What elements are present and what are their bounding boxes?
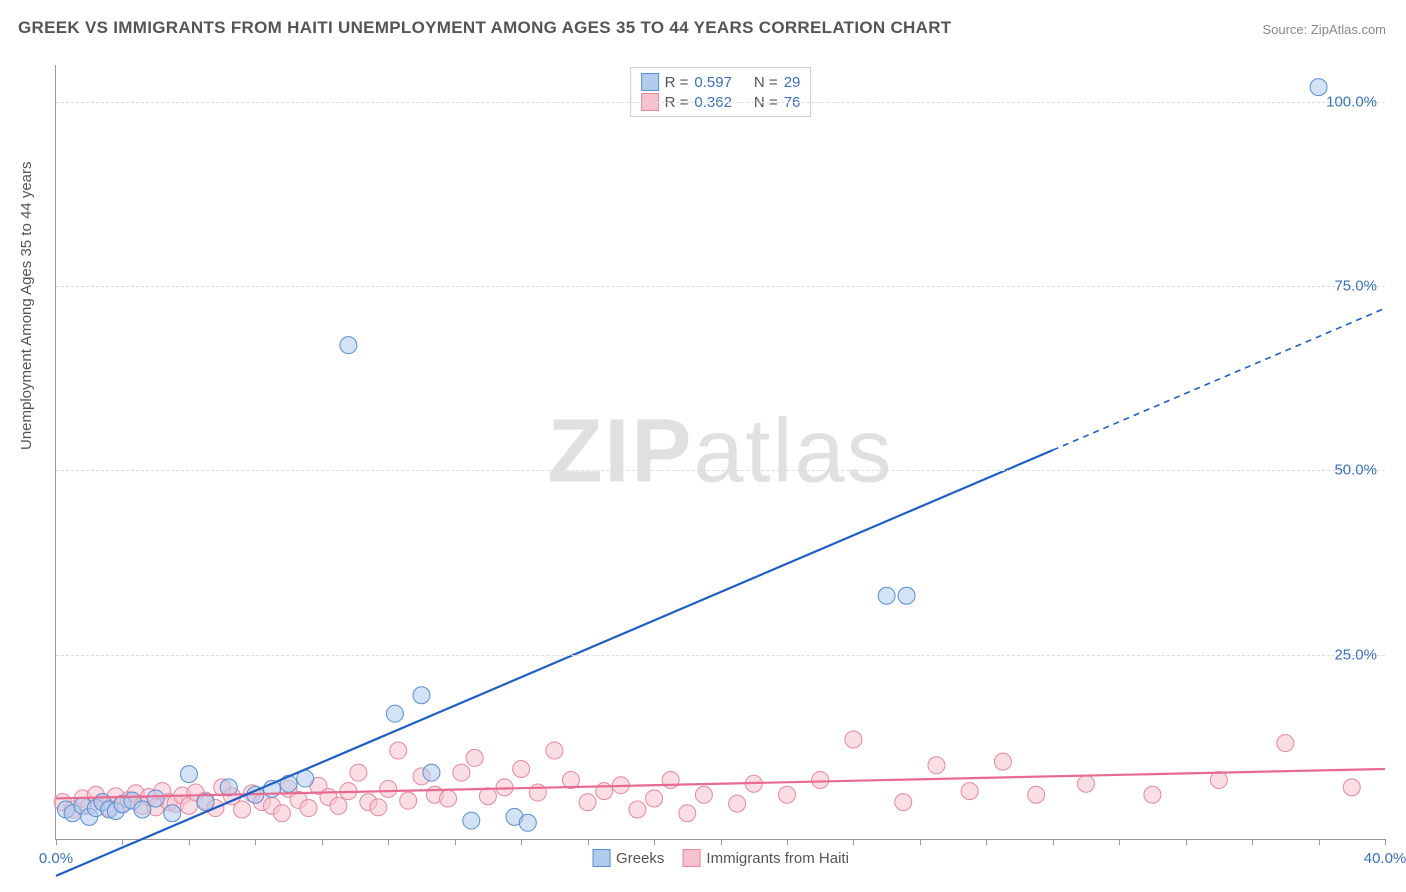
data-point-haiti xyxy=(695,786,712,803)
data-point-greeks xyxy=(463,812,480,829)
y-tick-label: 25.0% xyxy=(1334,646,1377,663)
chart-title: GREEK VS IMMIGRANTS FROM HAITI UNEMPLOYM… xyxy=(18,18,951,38)
legend-item-greeks: Greeks xyxy=(592,849,664,867)
data-point-greeks xyxy=(423,764,440,781)
data-point-haiti xyxy=(440,790,457,807)
data-point-greeks xyxy=(413,687,430,704)
data-point-haiti xyxy=(812,772,829,789)
data-point-haiti xyxy=(679,805,696,822)
legend-item-haiti: Immigrants from Haiti xyxy=(682,849,849,867)
swatch-pink-icon xyxy=(682,849,700,867)
data-point-haiti xyxy=(330,797,347,814)
x-tick xyxy=(56,839,57,845)
data-point-greeks xyxy=(878,587,895,604)
data-point-haiti xyxy=(546,742,563,759)
x-tick xyxy=(1119,839,1120,845)
data-point-greeks xyxy=(340,337,357,354)
y-tick-label: 75.0% xyxy=(1334,278,1377,295)
x-tick xyxy=(122,839,123,845)
gridline xyxy=(56,102,1385,103)
data-point-haiti xyxy=(400,792,417,809)
x-tick xyxy=(521,839,522,845)
data-point-greeks xyxy=(147,790,164,807)
data-point-haiti xyxy=(729,795,746,812)
data-point-haiti xyxy=(928,757,945,774)
data-point-haiti xyxy=(370,799,387,816)
data-point-haiti xyxy=(390,742,407,759)
gridline xyxy=(56,470,1385,471)
x-tick xyxy=(787,839,788,845)
data-point-haiti xyxy=(1028,786,1045,803)
gridline xyxy=(56,655,1385,656)
data-point-haiti xyxy=(380,780,397,797)
data-point-haiti xyxy=(646,790,663,807)
x-tick xyxy=(189,839,190,845)
y-tick-label: 50.0% xyxy=(1334,462,1377,479)
data-point-haiti xyxy=(994,753,1011,770)
data-point-greeks xyxy=(164,805,181,822)
chart-svg xyxy=(56,65,1385,839)
x-tick xyxy=(255,839,256,845)
source-label: Source: ZipAtlas.com xyxy=(1262,22,1386,37)
x-tick xyxy=(1186,839,1187,845)
x-tick xyxy=(853,839,854,845)
data-point-greeks xyxy=(220,779,237,796)
series-label-greeks: Greeks xyxy=(616,850,664,867)
x-tick xyxy=(1385,839,1386,845)
x-tick-label: 40.0% xyxy=(1364,850,1406,867)
data-point-haiti xyxy=(629,801,646,818)
data-point-haiti xyxy=(1343,779,1360,796)
data-point-haiti xyxy=(1144,786,1161,803)
swatch-blue-icon xyxy=(592,849,610,867)
trendline-greeks-solid xyxy=(56,450,1053,876)
data-point-haiti xyxy=(479,788,496,805)
trendline-haiti xyxy=(56,769,1385,798)
series-legend: Greeks Immigrants from Haiti xyxy=(592,849,849,867)
y-axis-title: Unemployment Among Ages 35 to 44 years xyxy=(18,161,35,450)
data-point-greeks xyxy=(386,705,403,722)
x-tick xyxy=(1252,839,1253,845)
data-point-haiti xyxy=(1210,772,1227,789)
data-point-haiti xyxy=(1277,735,1294,752)
x-tick xyxy=(455,839,456,845)
data-point-haiti xyxy=(513,760,530,777)
plot-area: ZIPatlas R = 0.597 N = 29 R = 0.362 N = … xyxy=(55,65,1385,840)
trendline-greeks-dashed xyxy=(1053,308,1385,450)
data-point-greeks xyxy=(1310,79,1327,96)
data-point-greeks xyxy=(898,587,915,604)
data-point-haiti xyxy=(895,794,912,811)
x-tick xyxy=(721,839,722,845)
data-point-haiti xyxy=(273,805,290,822)
data-point-haiti xyxy=(466,749,483,766)
data-point-haiti xyxy=(453,764,470,781)
x-tick xyxy=(322,839,323,845)
data-point-greeks xyxy=(519,814,536,831)
x-tick xyxy=(986,839,987,845)
data-point-greeks xyxy=(180,766,197,783)
x-tick xyxy=(388,839,389,845)
x-tick xyxy=(1319,839,1320,845)
data-point-haiti xyxy=(778,786,795,803)
gridline xyxy=(56,286,1385,287)
x-tick xyxy=(920,839,921,845)
x-tick xyxy=(1053,839,1054,845)
data-point-haiti xyxy=(300,800,317,817)
x-tick-label: 0.0% xyxy=(39,850,73,867)
data-point-haiti xyxy=(961,783,978,800)
data-point-haiti xyxy=(1077,775,1094,792)
x-tick xyxy=(654,839,655,845)
y-tick-label: 100.0% xyxy=(1326,93,1377,110)
data-point-haiti xyxy=(234,801,251,818)
data-point-haiti xyxy=(845,731,862,748)
x-tick xyxy=(588,839,589,845)
data-point-haiti xyxy=(350,764,367,781)
data-point-haiti xyxy=(579,794,596,811)
series-label-haiti: Immigrants from Haiti xyxy=(706,850,849,867)
data-point-greeks xyxy=(280,775,297,792)
